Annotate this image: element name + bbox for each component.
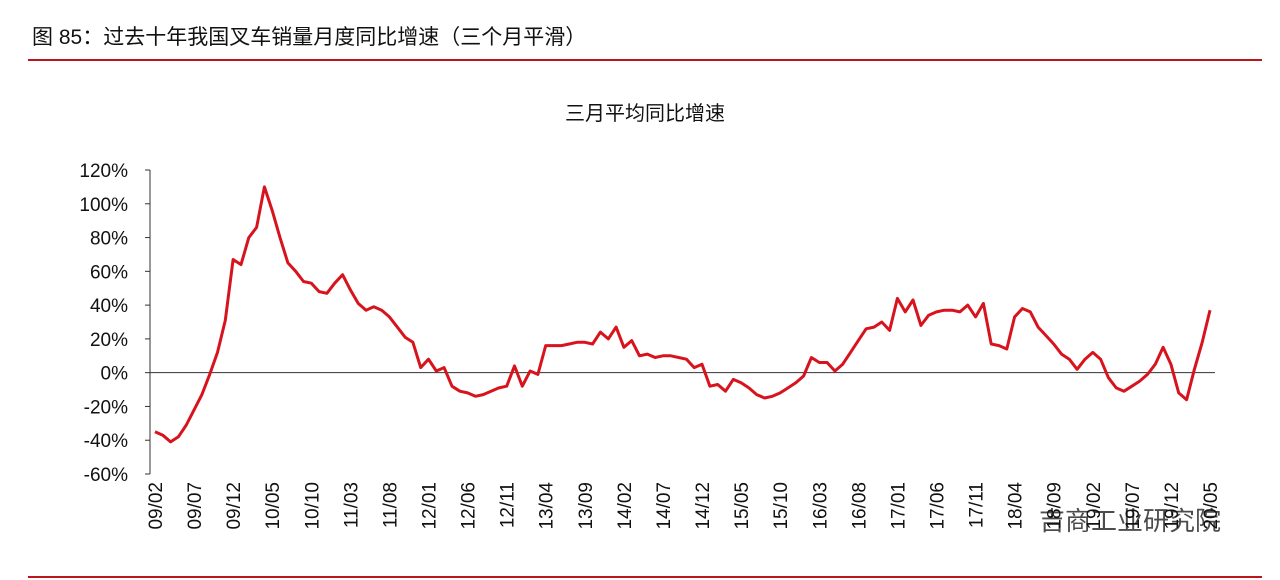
x-tick-label: 16/08 bbox=[849, 482, 870, 530]
x-tick-label: 14/12 bbox=[693, 482, 714, 530]
y-tick-label: -60% bbox=[84, 465, 128, 486]
x-tick-label: 10/05 bbox=[263, 482, 284, 530]
x-tick-label: 17/06 bbox=[927, 482, 948, 530]
y-tick-label: 20% bbox=[90, 330, 128, 351]
x-tick-label: 18/04 bbox=[1006, 482, 1027, 530]
x-tick-label: 11/03 bbox=[341, 482, 362, 528]
x-tick-label: 12/06 bbox=[459, 482, 480, 530]
x-tick-label: 09/02 bbox=[146, 482, 167, 530]
x-tick-label: 12/01 bbox=[420, 482, 441, 530]
x-tick-label: 14/02 bbox=[615, 482, 636, 530]
x-tick-label: 15/10 bbox=[771, 482, 792, 530]
x-tick-label: 12/11 bbox=[498, 482, 519, 528]
header-title: 图 85：过去十年我国叉车销量月度同比增速（三个月平滑） bbox=[32, 26, 586, 49]
x-tick-label: 16/03 bbox=[810, 482, 831, 530]
x-tick-label: 15/05 bbox=[732, 482, 753, 530]
x-tick-label: 09/07 bbox=[185, 482, 206, 530]
y-tick-label: 100% bbox=[79, 195, 128, 216]
y-tick-label: -20% bbox=[84, 397, 128, 418]
x-tick-label: 19/07 bbox=[1123, 482, 1144, 530]
x-tick-label: 13/09 bbox=[576, 482, 597, 530]
x-tick-label: 14/07 bbox=[654, 482, 675, 530]
x-tick-label: 17/11 bbox=[967, 482, 988, 528]
x-tick-label: 20/05 bbox=[1201, 482, 1222, 530]
x-tick-label: 19/12 bbox=[1162, 482, 1183, 530]
x-tick-label: 17/01 bbox=[888, 482, 909, 530]
data-line bbox=[154, 185, 1212, 444]
y-tick-label: 0% bbox=[101, 364, 129, 385]
x-tick-label: 10/10 bbox=[302, 482, 323, 530]
y-tick-label: -40% bbox=[84, 431, 128, 452]
x-tick-label: 11/08 bbox=[380, 482, 401, 528]
x-tick-label: 09/12 bbox=[224, 482, 245, 530]
y-tick-label: 40% bbox=[90, 296, 128, 317]
x-tick-label: 13/04 bbox=[537, 482, 558, 530]
y-tick-label: 120% bbox=[79, 161, 128, 182]
y-tick-label: 60% bbox=[90, 262, 128, 283]
y-tick-label: 80% bbox=[90, 229, 128, 250]
watermark: 吉商工业研究院 bbox=[1039, 506, 1221, 536]
x-tick-label: 19/02 bbox=[1084, 482, 1105, 530]
x-tick-label: 18/09 bbox=[1045, 482, 1066, 530]
chart-title: 三月平均同比增速 bbox=[565, 102, 725, 125]
